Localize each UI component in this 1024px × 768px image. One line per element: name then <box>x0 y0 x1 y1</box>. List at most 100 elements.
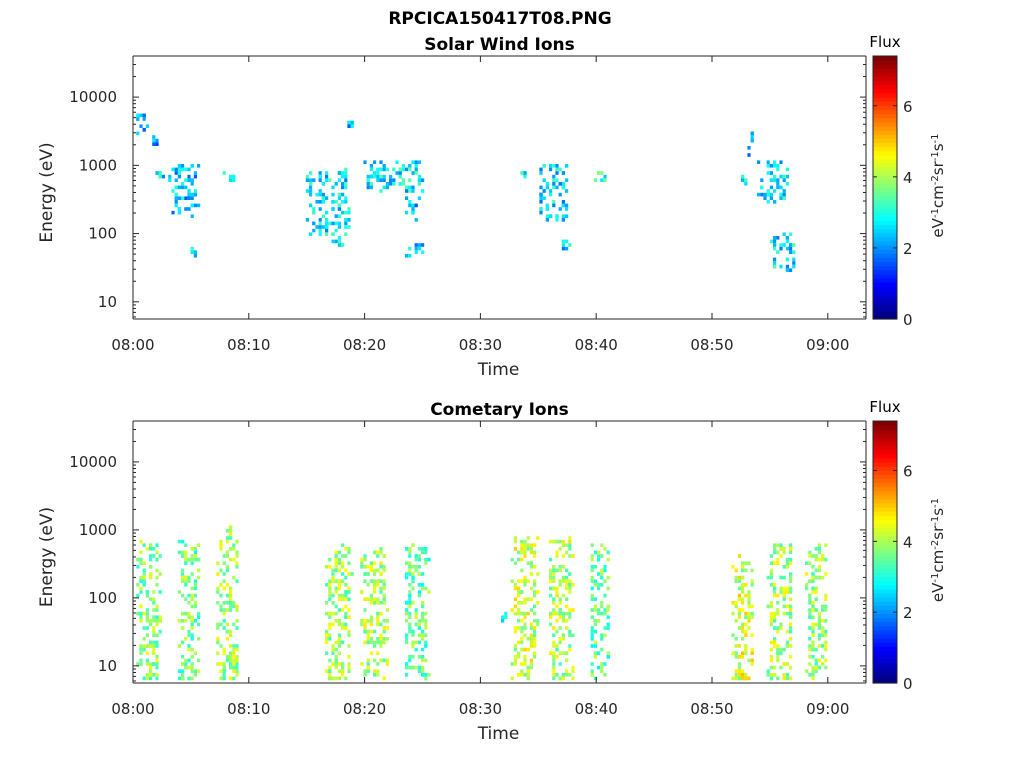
heatmap-cell <box>811 572 815 576</box>
heatmap-cell <box>331 662 335 666</box>
heatmap-cell <box>568 572 572 576</box>
heatmap-cell <box>776 651 780 655</box>
heatmap-cell <box>321 200 325 204</box>
heatmap-cell <box>337 243 341 247</box>
heatmap-cell <box>385 167 389 172</box>
heatmap-cell <box>136 611 140 616</box>
heatmap-cell <box>811 575 815 580</box>
heatmap-cell <box>385 185 389 190</box>
heatmap-cell <box>187 629 191 634</box>
heatmap-cell <box>568 539 572 544</box>
heatmap-cell <box>376 579 380 583</box>
heatmap-cell <box>197 575 201 580</box>
heatmap-cell <box>769 658 773 663</box>
heatmap-cell <box>187 167 191 172</box>
heatmap-cell <box>805 583 809 587</box>
heatmap-cell <box>565 673 569 677</box>
heatmap-cell <box>824 644 828 648</box>
heatmap-cell <box>597 608 601 612</box>
heatmap-cell <box>523 622 527 627</box>
heatmap-cell <box>561 185 565 190</box>
heatmap-cell <box>366 662 370 666</box>
heatmap-cell <box>773 189 777 193</box>
heatmap-cell <box>145 658 149 663</box>
y-tick-label: 1000 <box>79 156 117 174</box>
heatmap-cell <box>366 565 370 569</box>
heatmap-cell <box>158 174 162 179</box>
heatmap-cell <box>382 640 386 645</box>
heatmap-cell <box>389 174 393 179</box>
heatmap-cell <box>565 575 569 580</box>
heatmap-cell <box>792 261 796 265</box>
heatmap-cell <box>177 207 181 211</box>
heatmap-cell <box>814 590 818 594</box>
heatmap-cell <box>411 655 415 659</box>
heatmap-cell <box>542 189 546 193</box>
heatmap-cell <box>542 164 546 168</box>
heatmap-cell <box>776 543 780 547</box>
heatmap-cell <box>817 633 821 637</box>
colorbar-swatch <box>873 511 897 516</box>
heatmap-cell <box>552 568 556 573</box>
heatmap-cell <box>539 200 543 204</box>
heatmap-cell <box>216 586 220 591</box>
heatmap-cell <box>366 665 370 670</box>
heatmap-cell <box>766 200 770 204</box>
heatmap-cell <box>824 557 828 562</box>
cluster-5 <box>222 171 236 182</box>
heatmap-cell <box>600 583 604 587</box>
heatmap-cell <box>552 579 556 583</box>
heatmap-cell <box>145 626 149 630</box>
heatmap-cell <box>747 593 751 598</box>
heatmap-cell <box>229 655 233 659</box>
heatmap-cell <box>776 629 780 634</box>
heatmap-cell <box>373 673 377 677</box>
heatmap-cell <box>561 243 565 247</box>
colorbar-swatch <box>873 674 897 680</box>
heatmap-cell <box>568 644 572 648</box>
heatmap-cell <box>555 164 559 168</box>
heatmap-cell <box>571 676 575 681</box>
heatmap-cell <box>139 586 143 591</box>
heatmap-cell <box>376 622 380 627</box>
heatmap-cell <box>808 597 812 601</box>
heatmap-cell <box>318 221 322 226</box>
heatmap-cell <box>232 676 236 681</box>
heatmap-cell <box>558 579 562 583</box>
heatmap-cell <box>328 673 332 677</box>
heatmap-cell <box>366 629 370 634</box>
heatmap-cell <box>181 185 185 190</box>
heatmap-cell <box>155 655 159 659</box>
heatmap-cell <box>789 665 793 670</box>
colorbar-swatch <box>873 265 897 271</box>
heatmap-cell <box>741 561 745 565</box>
heatmap-cell <box>785 629 789 634</box>
heatmap-cell <box>523 615 527 619</box>
heatmap-cell <box>737 644 741 648</box>
heatmap-cell <box>808 673 812 677</box>
heatmap-cell <box>369 164 373 168</box>
heatmap-cell <box>597 586 601 591</box>
heatmap-cell <box>373 561 377 565</box>
heatmap-cell <box>347 633 351 637</box>
heatmap-cell <box>817 615 821 619</box>
heatmap-cell <box>376 597 380 601</box>
heatmap-cell <box>337 662 341 666</box>
heatmap-cell <box>337 651 341 655</box>
heatmap-cell <box>341 673 345 677</box>
heatmap-cell <box>366 658 370 663</box>
heatmap-cell <box>590 575 594 580</box>
heatmap-cell <box>193 250 197 254</box>
heatmap-cell <box>817 568 821 573</box>
colorbar-swatch <box>873 425 897 430</box>
heatmap-cell <box>373 160 377 164</box>
heatmap-cell <box>417 665 421 670</box>
colorbar-swatch <box>873 199 897 205</box>
heatmap-cell <box>737 662 741 666</box>
heatmap-cell <box>597 554 601 558</box>
heatmap-cell <box>334 182 338 186</box>
y-tick-label: 10 <box>98 293 117 311</box>
heatmap-cell <box>325 669 329 673</box>
heatmap-cell <box>232 658 236 663</box>
heatmap-cell <box>158 619 162 623</box>
